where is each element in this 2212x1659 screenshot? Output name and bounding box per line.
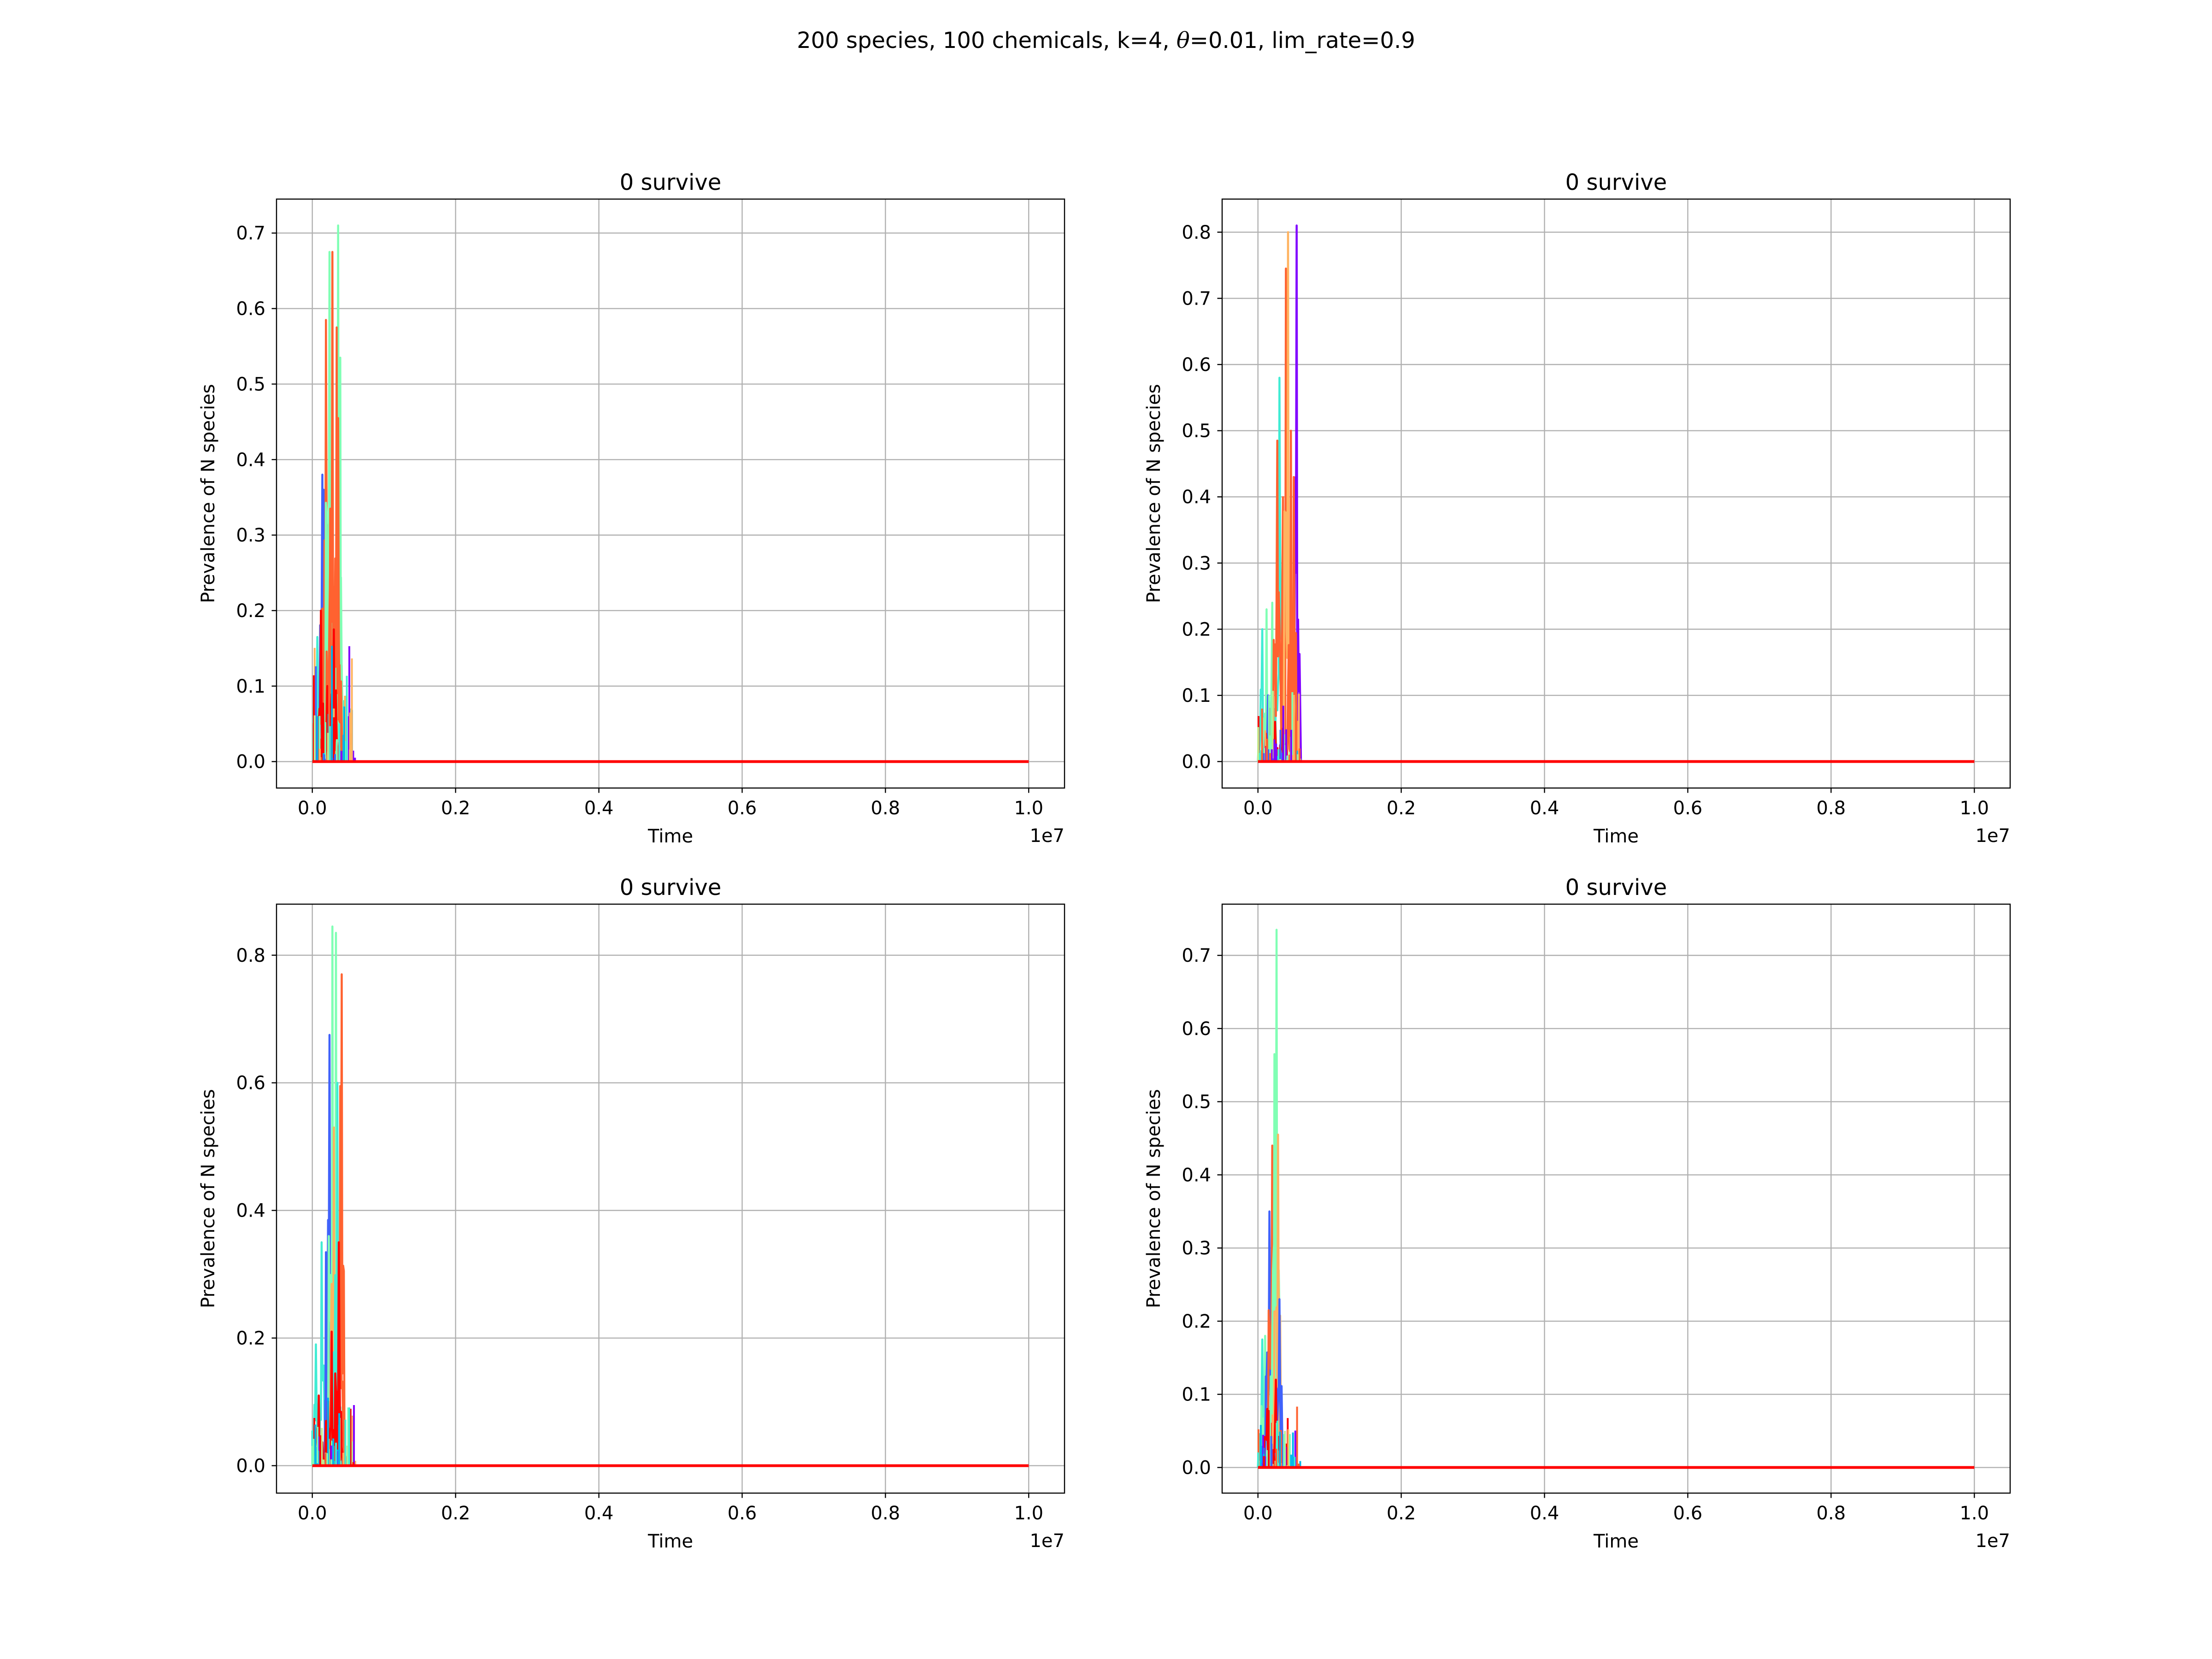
series-line-species-f (1272, 439, 1283, 762)
x-tick-label: 0.8 (871, 798, 900, 819)
y-tick-label: 0.3 (1182, 1238, 1211, 1259)
y-tick-label: 0.1 (236, 676, 265, 697)
series-line-species-k (333, 1241, 344, 1466)
y-tick-label: 0.0 (1182, 1457, 1211, 1478)
y-axis-label: Prevalence of N species (1143, 1089, 1165, 1308)
x-tick-label: 1.0 (1014, 798, 1043, 819)
subplot-title: 0 survive (1565, 170, 1667, 195)
y-tick-label: 0.5 (1182, 1092, 1211, 1113)
x-axis-label: Time (647, 826, 693, 847)
x-axis-label: Time (1593, 826, 1639, 847)
x-axis-label: Time (647, 1531, 693, 1552)
series-group (1257, 224, 1975, 763)
y-tick-label: 0.3 (1182, 553, 1211, 574)
subplot-1: 0.0 0.2 0.4 0.6 0.8 1.0 0.0 0.1 0.2 0.3 0.4 0.5 0.6 0… (198, 170, 1065, 847)
axes-frame (1221, 903, 2011, 1494)
y-tick-label: 0.0 (236, 752, 265, 773)
suptitle-prefix: 200 species, 100 chemicals, k=4, (797, 28, 1177, 53)
y-tick-label: 0.8 (1182, 222, 1211, 243)
x-tick-label: 1.0 (1959, 1503, 1989, 1524)
suptitle-theta: θ (1176, 28, 1190, 53)
subplot-title: 0 survive (620, 170, 722, 195)
y-tick-label: 0.4 (1182, 1165, 1211, 1186)
y-tick-label: 0.0 (1182, 752, 1211, 773)
subplot-3: 0.0 0.2 0.4 0.6 0.8 1.0 0.0 0.2 0.4 0.6 0.8 1e7 Time… (198, 875, 1065, 1552)
x-tick-label: 0.0 (298, 1503, 327, 1524)
x-axis-label: Time (1593, 1531, 1639, 1552)
y-tick-label: 0.7 (1182, 288, 1211, 309)
subplot-title: 0 survive (620, 875, 722, 900)
series-group (312, 224, 1029, 763)
y-tick-label: 0.2 (236, 600, 265, 622)
x-tick-label: 0.2 (441, 798, 471, 819)
y-tick-label: 0.2 (236, 1328, 265, 1349)
x-tick-label: 0.0 (1243, 798, 1273, 819)
subplot-2: 0.0 0.2 0.4 0.6 0.8 1.0 0.0 0.1 0.2 0.3 0.4 0.5 0.6 0… (1143, 170, 2011, 847)
series-group (311, 925, 1029, 1467)
y-tick-label: 0.4 (1182, 487, 1211, 508)
x-tick-label: 0.6 (1673, 1503, 1703, 1524)
y-tick-label: 0.7 (1182, 945, 1211, 966)
x-tick-label: 0.4 (1530, 798, 1559, 819)
axes-frame (276, 903, 1065, 1494)
y-tick-label: 0.6 (1182, 1018, 1211, 1040)
y-tick-label: 0.6 (236, 299, 265, 320)
x-tick-label: 0.6 (728, 1503, 757, 1524)
y-tick-label: 0.3 (236, 525, 265, 546)
x-offset-label: 1e7 (1030, 1530, 1065, 1552)
x-offset-label: 1e7 (1975, 825, 2010, 847)
y-tick-label: 0.5 (236, 374, 265, 395)
subplot-title: 0 survive (1565, 875, 1667, 900)
x-tick-label: 0.6 (1673, 798, 1703, 819)
series-line-species-m (328, 628, 339, 762)
y-tick-label: 0.8 (236, 945, 265, 966)
y-tick-label: 0.2 (1182, 619, 1211, 640)
figure-suptitle: 200 species, 100 chemicals, k=4, θ=0.01,… (0, 28, 2212, 53)
y-tick-label: 0.0 (236, 1455, 265, 1477)
x-tick-label: 0.4 (584, 798, 614, 819)
x-tick-label: 0.2 (1387, 1503, 1416, 1524)
series-group (1257, 929, 1975, 1469)
x-tick-label: 1.0 (1959, 798, 1989, 819)
y-tick-label: 0.1 (1182, 1384, 1211, 1406)
x-tick-label: 0.8 (871, 1503, 900, 1524)
y-tick-label: 0.1 (1182, 685, 1211, 706)
y-tick-label: 0.4 (236, 449, 265, 471)
x-tick-label: 0.4 (1530, 1503, 1559, 1524)
y-axis-label: Prevalence of N species (1143, 384, 1165, 603)
x-tick-label: 0.0 (298, 798, 327, 819)
x-offset-label: 1e7 (1975, 1530, 2010, 1552)
y-tick-label: 0.5 (1182, 421, 1211, 442)
x-tick-label: 0.8 (1817, 798, 1846, 819)
series-line-species-j (333, 417, 344, 762)
y-tick-label: 0.6 (1182, 354, 1211, 376)
x-tick-label: 0.8 (1817, 1503, 1846, 1524)
y-tick-label: 0.7 (236, 223, 265, 244)
subplot-4: 0.0 0.2 0.4 0.6 0.8 1.0 0.0 0.1 0.2 0.3 0.4 0.5 0.6 0… (1143, 875, 2011, 1552)
x-tick-label: 0.4 (584, 1503, 614, 1524)
y-axis-label: Prevalence of N species (198, 384, 219, 603)
y-tick-label: 0.6 (236, 1073, 265, 1094)
x-offset-label: 1e7 (1030, 825, 1065, 847)
y-axis-label: Prevalence of N species (198, 1089, 219, 1308)
x-tick-label: 1.0 (1014, 1503, 1043, 1524)
axes-frame (276, 198, 1065, 789)
y-tick-label: 0.2 (1182, 1311, 1211, 1332)
x-tick-label: 0.2 (441, 1503, 471, 1524)
x-tick-label: 0.2 (1387, 798, 1416, 819)
axes-frame (1221, 198, 2011, 789)
x-tick-label: 0.6 (728, 798, 757, 819)
y-tick-label: 0.4 (236, 1200, 265, 1222)
suptitle-suffix: =0.01, lim_rate=0.9 (1189, 28, 1415, 53)
x-tick-label: 0.0 (1243, 1503, 1273, 1524)
